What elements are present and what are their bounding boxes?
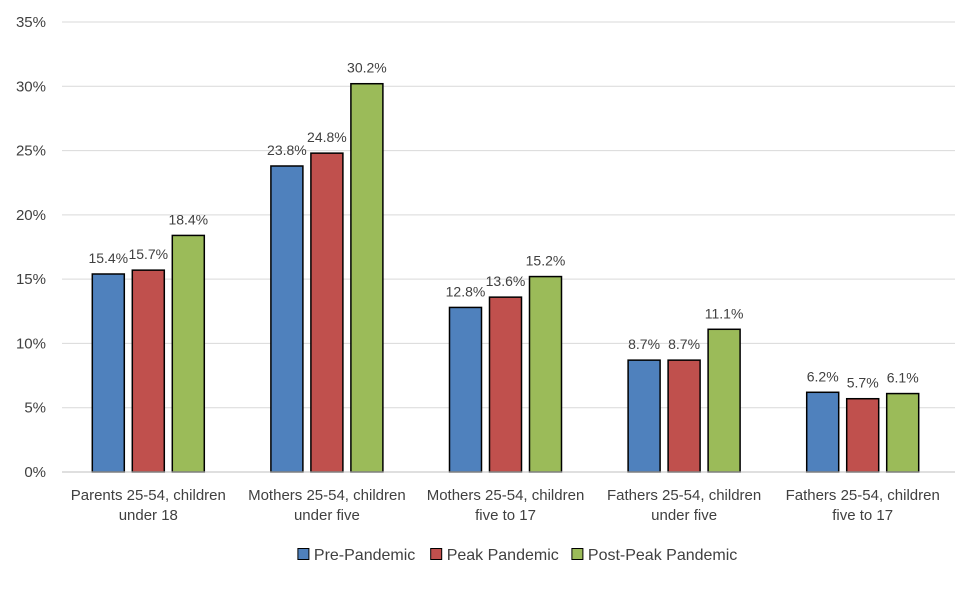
- legend-swatch: [571, 548, 584, 560]
- category-label-line: Fathers 25-54, children: [607, 487, 761, 504]
- category-label-line: five to 17: [475, 507, 536, 524]
- category-label-line: Parents 25-54, children: [71, 487, 226, 504]
- bar-pre-pandemic-1: [270, 165, 304, 473]
- legend: Pre-Pandemic Peak Pandemic Post-Peak Pande…: [297, 547, 737, 564]
- category-label: Mothers 25-54, children five to 17: [427, 487, 585, 524]
- bar-peak-pandemic-3: [667, 359, 701, 473]
- bar-peak-pandemic-1: [310, 152, 344, 473]
- bar-post-peak-pandemic-4: [885, 392, 920, 473]
- data-label: 15.4%: [88, 250, 128, 266]
- bar-peak-pandemic-4: [845, 397, 880, 473]
- category-labels: Parents 25-54, children under 18 Mothers 2…: [71, 487, 940, 524]
- legend-label: Post-Peak Pandemic: [588, 547, 737, 564]
- bar-post-peak-pandemic-0: [171, 234, 206, 473]
- bars: [91, 82, 920, 473]
- data-labels: 15.4% 15.7% 18.4% 23.8%24.8% 30.2% 12.8%13.6%…: [88, 60, 918, 391]
- category-label-line: under 18: [119, 507, 178, 524]
- y-tick-label: 0%: [24, 464, 46, 481]
- legend-swatch: [297, 548, 310, 560]
- category-label: Mothers 25-54, children under five: [248, 487, 406, 524]
- bar-pre-pandemic-3: [627, 359, 661, 473]
- data-label: 5.7%: [847, 375, 879, 391]
- bar-post-peak-pandemic-3: [707, 328, 741, 473]
- y-tick-label: 10%: [16, 335, 46, 352]
- category-label: Fathers 25-54, children five to 17: [786, 487, 940, 524]
- data-label: 12.8%: [446, 283, 486, 299]
- y-axis-ticks: 0% 5% 10% 15% 20% 25% 30% 35%: [16, 14, 46, 481]
- category-label-line: five to 17: [832, 507, 893, 524]
- bar-pre-pandemic-2: [448, 306, 483, 473]
- bar-peak-pandemic-0: [131, 269, 166, 473]
- data-label: 15.2%: [526, 253, 566, 269]
- legend-label: Pre-Pandemic: [314, 547, 415, 564]
- bar-pre-pandemic-4: [805, 391, 840, 473]
- data-label: 8.7%: [668, 336, 700, 352]
- category-label-line: Mothers 25-54, children: [427, 487, 585, 504]
- bar-pre-pandemic-0: [91, 273, 126, 473]
- bar-post-peak-pandemic-2: [528, 275, 563, 473]
- y-tick-label: 5%: [24, 400, 46, 417]
- category-label: Parents 25-54, children under 18: [71, 487, 226, 524]
- category-label-line: Mothers 25-54, children: [248, 487, 406, 504]
- data-label: 8.7%: [628, 336, 660, 352]
- bar-post-peak-pandemic-1: [350, 82, 384, 473]
- bar-peak-pandemic-2: [488, 296, 523, 473]
- data-label: 11.1%: [705, 305, 744, 321]
- y-tick-label: 15%: [16, 271, 46, 288]
- y-tick-label: 35%: [16, 14, 46, 31]
- data-label: 23.8%: [267, 142, 307, 158]
- data-label: 30.2%: [347, 60, 387, 76]
- data-label: 18.4%: [168, 211, 208, 227]
- y-tick-label: 25%: [16, 143, 46, 160]
- data-label: 6.1%: [887, 370, 919, 386]
- y-tick-label: 30%: [16, 78, 46, 95]
- data-label: 15.7%: [128, 246, 168, 262]
- category-label: Fathers 25-54, children under five: [607, 487, 761, 524]
- data-label: 24.8%: [307, 129, 347, 145]
- category-label-line: under five: [651, 507, 717, 524]
- gridlines: [62, 21, 955, 409]
- data-label: 6.2%: [807, 368, 839, 384]
- legend-swatch: [430, 548, 443, 560]
- legend-label: Peak Pandemic: [447, 547, 559, 564]
- category-label-line: under five: [294, 507, 360, 524]
- y-tick-label: 20%: [16, 207, 46, 224]
- category-label-line: Fathers 25-54, children: [786, 487, 940, 504]
- data-label: 13.6%: [486, 273, 526, 289]
